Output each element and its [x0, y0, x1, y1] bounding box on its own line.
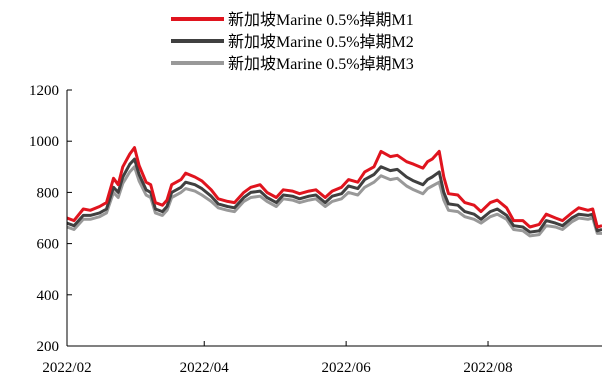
x-tick-label: 2022/02 — [42, 360, 91, 376]
legend: 新加坡Marine 0.5%掉期M1 新加坡Marine 0.5%掉期M2 新加坡M… — [171, 11, 414, 73]
y-tick-label: 600 — [37, 237, 60, 253]
x-tick-label: 2022/08 — [463, 360, 512, 376]
y-tick-label: 1000 — [29, 134, 59, 150]
legend-label-m3: 新加坡Marine 0.5%掉期M3 — [228, 55, 414, 73]
x-tick-label: 2022/06 — [322, 360, 372, 376]
series-line-m3 — [66, 165, 602, 238]
series-line-m2 — [66, 157, 602, 234]
series-line-m1 — [66, 146, 602, 229]
x-tick-label: 2022/04 — [180, 360, 230, 376]
y-ticks: 1200 1000 800 600 400 200 — [29, 83, 72, 355]
y-tick-label: 200 — [37, 339, 60, 355]
legend-label-m1: 新加坡Marine 0.5%掉期M1 — [228, 11, 414, 29]
x-ticks: 2022/02 2022/04 2022/06 2022/08 — [42, 341, 513, 376]
y-tick-label: 400 — [37, 288, 60, 304]
y-tick-label: 800 — [37, 185, 60, 201]
axes — [66, 90, 602, 347]
series-layer — [66, 146, 602, 238]
y-tick-label: 1200 — [29, 83, 59, 99]
legend-label-m2: 新加坡Marine 0.5%掉期M2 — [228, 33, 414, 51]
